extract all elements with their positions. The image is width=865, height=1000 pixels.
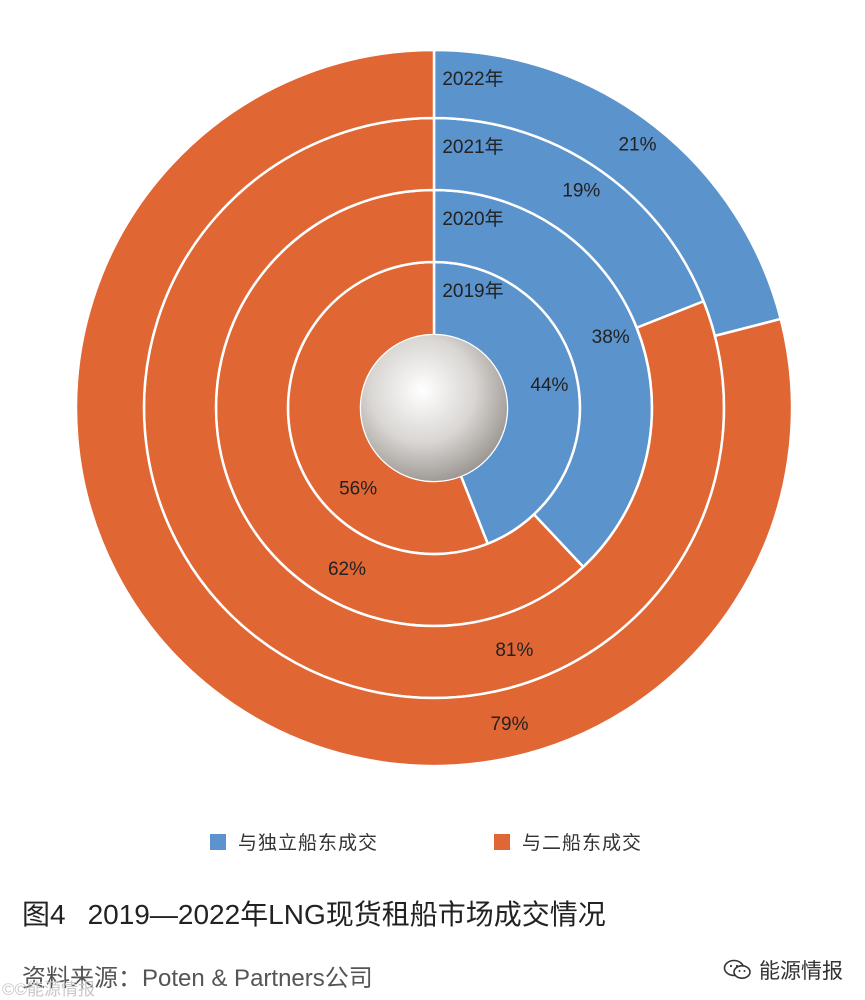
legend-label-secondary: 与二船东成交 <box>522 833 643 854</box>
ring-2-slice-0-label: 19% <box>562 180 600 201</box>
legend-swatch-secondary <box>494 833 510 850</box>
figure-title: 2019—2022年LNG现货租船市场成交情况 <box>87 899 606 930</box>
source-note: 资料来源：Poten & Partners公司 <box>22 965 373 992</box>
legend-swatch-independent <box>210 833 226 850</box>
ring-0-year-label: 2019年 <box>442 280 503 302</box>
figure-number: 图4 <box>22 899 66 930</box>
rings-layer <box>74 48 794 768</box>
ring-1-slice-1-label: 62% <box>328 559 366 580</box>
watermark: ©©能源情报 <box>2 980 96 999</box>
brand: 能源情报 <box>723 955 843 985</box>
ring-1-slice-0-label: 38% <box>592 327 630 348</box>
concentric-donut-chart: 44% 56% 2019年 38% 62% 2020年 19% 81% 2021年 21% 79% 2… <box>74 48 794 768</box>
figure-caption: 图4 2019—2022年LNG现货租船市场成交情况 <box>22 893 606 933</box>
center-ornament <box>361 335 507 481</box>
ring-3-slice-1-label: 79% <box>490 714 528 735</box>
brand-name: 能源情报 <box>759 960 843 983</box>
legend: 与独立船东成交 与二船东成交 <box>0 828 865 858</box>
ring-0-slice-0-label: 44% <box>530 375 568 396</box>
legend-item-secondary: 与二船东成交 <box>494 828 642 855</box>
legend-label-independent: 与独立船东成交 <box>238 833 379 854</box>
wechat-icon <box>723 959 751 979</box>
ring-0-slice-1-label: 56% <box>339 479 377 500</box>
ring-3-slice-0-label: 21% <box>618 135 656 156</box>
ring-2-slice-1-label: 81% <box>495 640 533 661</box>
ring-3-year-label: 2022年 <box>442 68 503 90</box>
labels-layer: 44% 56% 2019年 38% 62% 2020年 19% 81% 2021年 21% 79% 2… <box>328 68 657 735</box>
ring-3-slice-1 <box>74 48 794 768</box>
ring-2-year-label: 2021年 <box>442 136 503 158</box>
ring-1-year-label: 2020年 <box>442 208 503 230</box>
legend-item-independent: 与独立船东成交 <box>210 828 378 855</box>
